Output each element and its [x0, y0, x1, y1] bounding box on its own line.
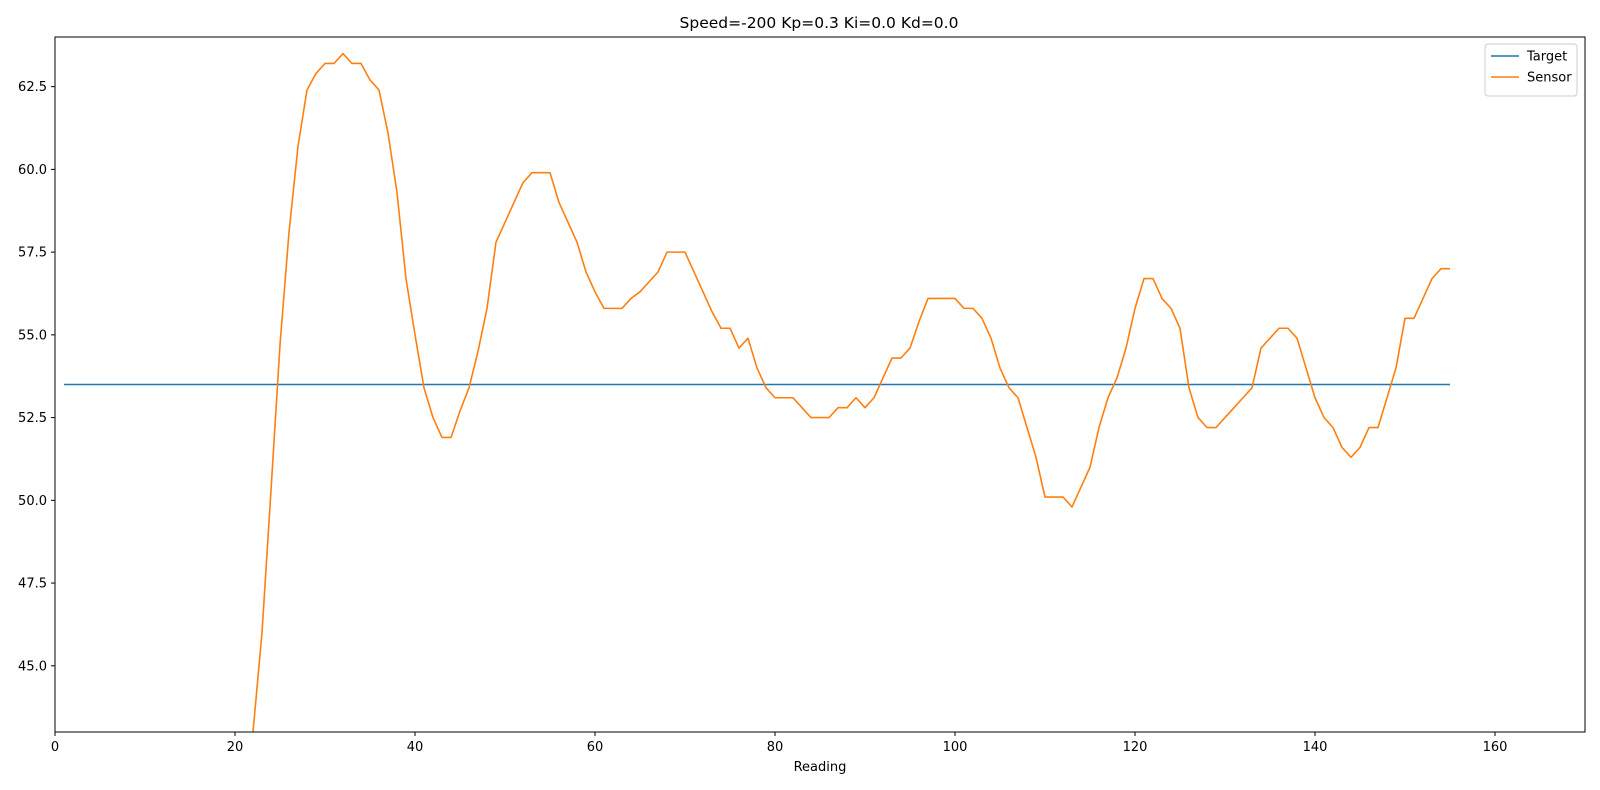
x-tick-label: 60 [587, 740, 604, 755]
legend-label-sensor: Sensor [1527, 71, 1572, 86]
y-tick-label: 45.0 [18, 659, 47, 674]
y-tick-label: 60.0 [18, 163, 47, 178]
legend-box [1484, 43, 1578, 97]
x-tick-label: 80 [767, 740, 784, 755]
y-axis: 45.0 47.5 50.0 52.5 55.0 57.5 60.0 62.5 [18, 80, 55, 674]
x-axis-label: Reading [794, 760, 847, 775]
plot-area [64, 52, 1450, 732]
legend-label-target: Target [1526, 50, 1567, 65]
series-line-sensor [252, 52, 1450, 732]
x-tick-label: 40 [407, 740, 424, 755]
chart-title: Speed=-200 Kp=0.3 Ki=0.0 Kd=0.0 [680, 14, 959, 32]
x-tick-label: 120 [1123, 740, 1148, 755]
legend: Target Sensor [1484, 43, 1578, 97]
y-tick-label: 50.0 [18, 494, 47, 509]
x-tick-label: 160 [1483, 740, 1508, 755]
y-tick-label: 47.5 [18, 577, 47, 592]
x-tick-label: 140 [1303, 740, 1328, 755]
y-tick-label: 55.0 [18, 328, 47, 343]
x-axis: 0 20 40 60 80 100 120 140 160 [51, 732, 1508, 755]
x-tick-label: 100 [943, 740, 968, 755]
plot-frame [54, 36, 1586, 733]
y-tick-label: 57.5 [18, 246, 47, 261]
x-tick-label: 0 [51, 740, 59, 755]
y-tick-label: 52.5 [18, 411, 47, 426]
x-tick-label: 20 [227, 740, 244, 755]
y-tick-label: 62.5 [18, 80, 47, 95]
